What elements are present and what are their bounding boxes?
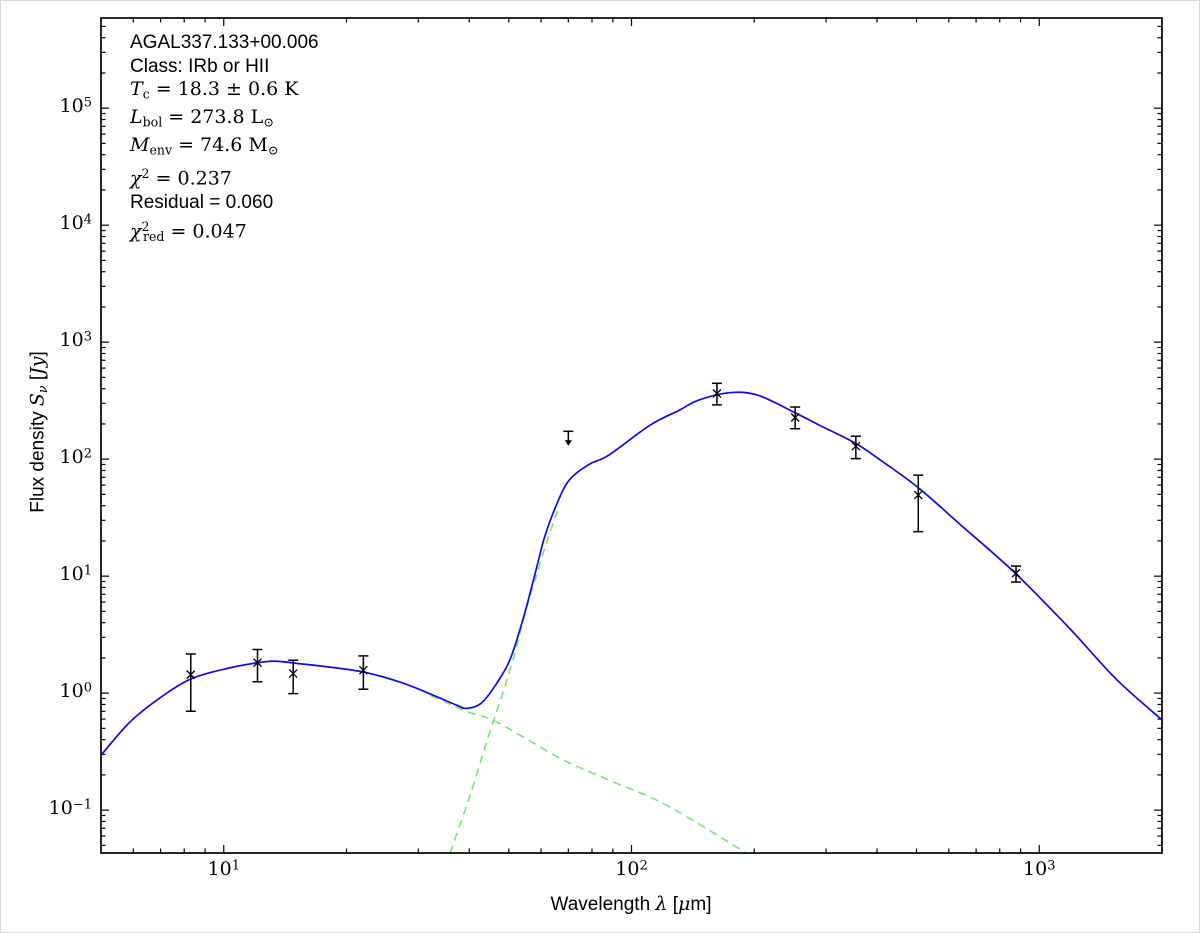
- annotation-line: χ2red = 0.047: [130, 218, 247, 244]
- annotation-line: Tc = 18.3 ± 0.6 K: [130, 78, 299, 102]
- annotation-line: Class: IRb or HII: [130, 55, 270, 77]
- annotation-line: χ2 = 0.237: [130, 166, 232, 190]
- annotation-block: AGAL337.133+00.006 Class: IRb or HII Tc = …: [130, 31, 319, 248]
- annotation-line: Menv = 74.6 M⊙: [130, 134, 279, 158]
- annotation-line: Residual = 0.060: [130, 192, 274, 214]
- annotation-line: Lbol = 273.8 L⊙: [130, 106, 274, 130]
- annotation-line: AGAL337.133+00.006: [130, 32, 319, 53]
